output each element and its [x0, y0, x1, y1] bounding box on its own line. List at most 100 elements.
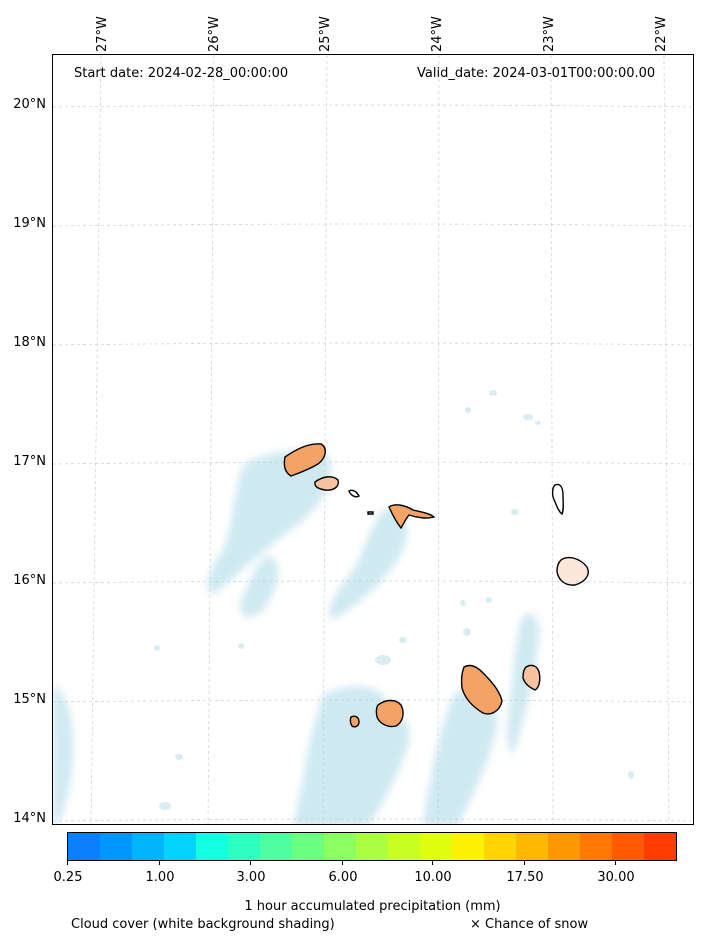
lon-line-22w	[663, 55, 670, 824]
cloud-speck	[486, 597, 492, 603]
colorbar-segment	[164, 833, 196, 860]
cloud-band-north	[207, 449, 332, 595]
colorbar-segment	[356, 833, 388, 860]
colorbar-segment	[388, 833, 420, 860]
cloud-speck	[460, 600, 466, 606]
lat-line-15n	[53, 699, 693, 703]
cloud-band-southwest	[293, 686, 389, 824]
island-santo-antao	[283, 443, 326, 477]
lat-label-17n: 17°N	[13, 454, 46, 469]
colorbar-label: 0.25	[53, 870, 83, 885]
lat-label-19n: 19°N	[13, 216, 46, 231]
cloud-speck	[511, 509, 519, 515]
colorbar-label: 3.00	[236, 870, 266, 885]
colorbar-tick	[250, 861, 251, 865]
cloud-speck	[159, 802, 171, 810]
lat-label-14n: 14°N	[13, 811, 46, 826]
lon-label-26w: 26°W	[207, 16, 222, 52]
lat-line-20n	[53, 104, 693, 108]
lon-label-27w: 27°W	[95, 16, 110, 52]
snow-chance-note: × Chance of snow	[470, 917, 589, 932]
graticule	[53, 55, 693, 824]
cloud-band-west	[53, 685, 73, 824]
lon-line-23w	[550, 55, 554, 824]
colorbar-segment	[484, 833, 516, 860]
colorbar-segment	[196, 833, 228, 860]
cloud-speck	[175, 754, 183, 760]
colorbar-segment	[228, 833, 260, 860]
island-boa-vista	[556, 556, 589, 586]
colorbar-segment	[292, 833, 324, 860]
cloud-speck	[463, 628, 471, 636]
lat-line-16n	[53, 580, 693, 584]
island-sal	[551, 483, 564, 516]
island-brava	[349, 715, 360, 728]
precipitation-colorbar	[67, 832, 677, 861]
colorbar-segment	[260, 833, 292, 860]
colorbar-label: 30.00	[597, 870, 635, 885]
colorbar-segment	[644, 833, 676, 860]
colorbar-label: 10.00	[414, 870, 452, 885]
colorbar-segment	[612, 833, 644, 860]
cloud-speck	[465, 407, 471, 413]
cloud-speck	[399, 637, 407, 643]
colorbar-tick	[524, 861, 525, 865]
colorbar-title: 1 hour accumulated precipitation (mm)	[244, 899, 501, 914]
lon-line-27w	[90, 55, 102, 824]
cloud-band-central	[329, 509, 407, 620]
lat-label-18n: 18°N	[13, 335, 46, 350]
lat-label-16n: 16°N	[13, 573, 46, 588]
island-santa-luzia	[348, 489, 360, 498]
cloud-speck	[523, 414, 533, 420]
island-sao-vicente	[314, 476, 340, 491]
lat-line-17n	[53, 461, 693, 465]
lat-label-20n: 20°N	[13, 97, 46, 112]
lon-label-25w: 25°W	[318, 16, 333, 52]
colorbar-tick	[432, 861, 433, 865]
colorbar-segment	[548, 833, 580, 860]
islands-layer	[283, 443, 589, 728]
colorbar-tick	[159, 861, 160, 865]
colorbar-segment	[420, 833, 452, 860]
lon-line-24w	[437, 55, 440, 824]
cloud-speck	[154, 645, 160, 651]
colorbar-label: 17.50	[506, 870, 544, 885]
colorbar-segment	[132, 833, 164, 860]
colorbar-tick	[615, 861, 616, 865]
island-razo	[367, 511, 374, 515]
valid-date-label: Valid_date: 2024-03-01T00:00:00.00	[417, 66, 656, 81]
cloud-band-mid-west	[239, 555, 279, 618]
island-sao-nicolau	[388, 504, 436, 530]
map-canvas	[53, 55, 693, 824]
lat-label-15n: 15°N	[13, 692, 46, 707]
island-maio	[522, 664, 541, 691]
island-fogo	[375, 699, 404, 728]
lat-line-19n	[53, 223, 693, 227]
colorbar-segment	[324, 833, 356, 860]
cloud-speck	[489, 390, 497, 396]
cloud-band-southeast	[423, 689, 498, 824]
colorbar-segment	[452, 833, 484, 860]
lat-line-18n	[53, 342, 693, 346]
colorbar-tick	[342, 861, 343, 865]
map-frame	[52, 54, 694, 825]
cloud-speck	[238, 643, 244, 649]
cloud-cover-note: Cloud cover (white background shading)	[71, 917, 335, 932]
lon-label-22w: 22°W	[654, 16, 669, 52]
colorbar-segment	[68, 833, 100, 860]
lon-label-24w: 24°W	[430, 16, 445, 52]
colorbar-segment	[516, 833, 548, 860]
island-santiago	[460, 664, 503, 715]
cloud-band-south-central	[343, 717, 410, 824]
cloud-speck	[375, 655, 391, 665]
colorbar-tick	[67, 861, 68, 865]
cloud-band-east	[507, 613, 540, 755]
lat-line-14n	[53, 818, 693, 822]
colorbar-label: 1.00	[145, 870, 175, 885]
colorbar-segment	[580, 833, 612, 860]
colorbar-label: 6.00	[328, 870, 358, 885]
cloud-cover-layer	[53, 390, 634, 824]
cloud-speck	[535, 421, 541, 425]
lon-line-26w	[207, 55, 215, 824]
lon-label-23w: 23°W	[542, 16, 557, 52]
